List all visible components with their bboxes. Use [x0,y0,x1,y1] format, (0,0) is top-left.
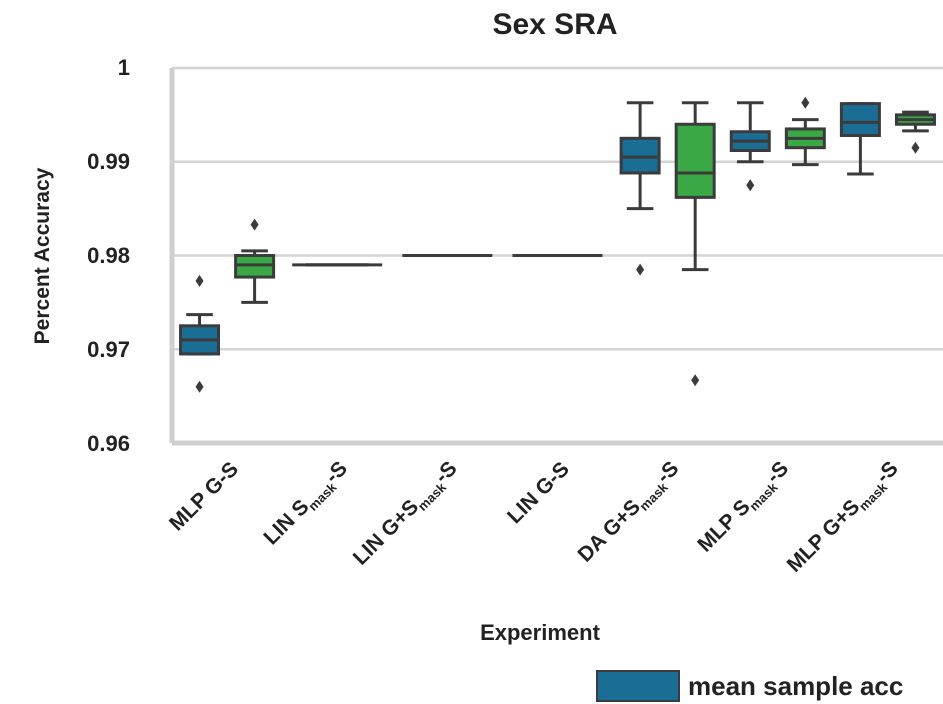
outlier-point [911,141,920,154]
outlier-point [195,380,204,393]
chart-title: Sex SRA [492,8,618,41]
outlier-point [801,96,810,109]
y-tick-label: 0.98 [87,243,130,268]
box [839,102,881,137]
outlier-point [691,374,700,387]
y-tick-label: 1 [117,55,130,80]
outlier-point [636,263,645,276]
outlier-point [250,218,259,231]
outlier-point [746,179,755,192]
legend-label: mean sample acc [688,670,904,701]
y-tick-label: 0.96 [87,431,130,456]
x-axis-label: Experiment [480,620,600,645]
legend: mean sample acc [596,670,903,702]
legend-swatch [596,670,680,702]
box [674,122,716,199]
outlier-point [195,274,204,287]
y-tick-label: 0.99 [87,149,130,174]
y-tick-label: 0.97 [87,337,130,362]
